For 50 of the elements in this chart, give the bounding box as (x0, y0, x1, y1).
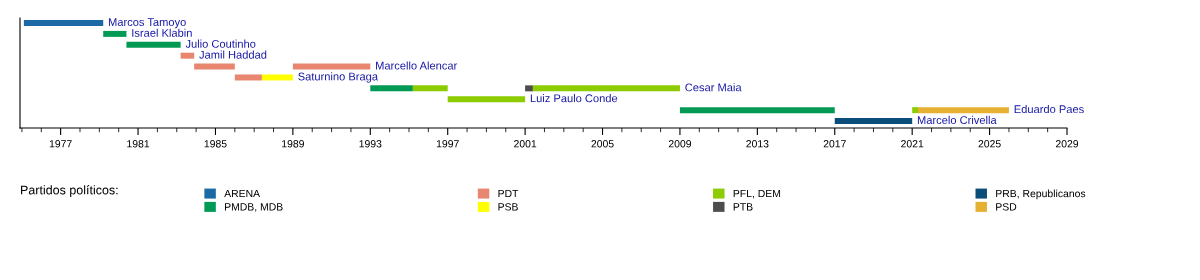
x-tick-label: 2021 (901, 140, 924, 148)
bar (912, 107, 918, 114)
x-tick-label: 2013 (746, 140, 769, 148)
bar (292, 63, 371, 70)
x-tick-label: 1977 (49, 140, 72, 148)
bar (525, 85, 533, 92)
y-tick-label: Saturnino Braga (298, 72, 379, 83)
y-tick-label: Eduardo Paes (1014, 104, 1084, 114)
x-tick-label: 2005 (591, 140, 614, 148)
bar (126, 41, 181, 48)
y-tick-label: Luiz Paulo Conde (530, 94, 618, 103)
x-tick-label: 1993 (359, 140, 382, 148)
bar (532, 85, 680, 92)
y-tick-label: Marcelo Crivella (917, 115, 997, 125)
y-tick-label: Jamil Haddad (199, 50, 267, 59)
bar (447, 96, 526, 103)
x-tick-label: 2025 (978, 140, 1001, 148)
bar (679, 107, 835, 114)
y-tick-label: Julio Coutinho (185, 39, 256, 48)
bar (834, 118, 913, 125)
x-tick-label: 1981 (127, 140, 150, 148)
legend-label: PFL, DEM (733, 189, 781, 199)
legend-label: PSB (498, 203, 518, 211)
x-tick-label: 2001 (514, 140, 537, 148)
legend-label: PMDB, MDB (225, 203, 283, 212)
y-tick-label: Marcello Alencar (376, 61, 458, 70)
legend-label: PSD (996, 203, 1017, 211)
x-tick-label: 2029 (1055, 140, 1079, 148)
x-tick-label: 1989 (282, 140, 304, 148)
bar (234, 74, 262, 81)
bar (103, 30, 127, 37)
bar (180, 52, 195, 59)
x-tick-label: 1985 (204, 140, 227, 148)
bar (412, 85, 448, 92)
y-tick-label: Israel Klabin (132, 28, 192, 37)
legend-label: PRB, Republicanos (996, 189, 1086, 200)
x-tick-label: 1997 (436, 140, 459, 148)
y-tick-label: Marcos Tamoyo (108, 18, 186, 29)
bar (370, 85, 413, 92)
x-tick-label: 2009 (668, 140, 692, 148)
bar (261, 74, 293, 81)
bar (23, 20, 104, 26)
legend-title: Partidos políticos: (21, 185, 118, 197)
legend-label: PTB (733, 203, 753, 211)
x-tick-label: 2017 (823, 140, 846, 148)
bar (194, 63, 235, 70)
bar (917, 107, 1009, 114)
legend-label: PDT (498, 189, 519, 198)
y-tick-label: Cesar Maia (685, 83, 742, 92)
legend-label: ARENA (224, 189, 261, 198)
